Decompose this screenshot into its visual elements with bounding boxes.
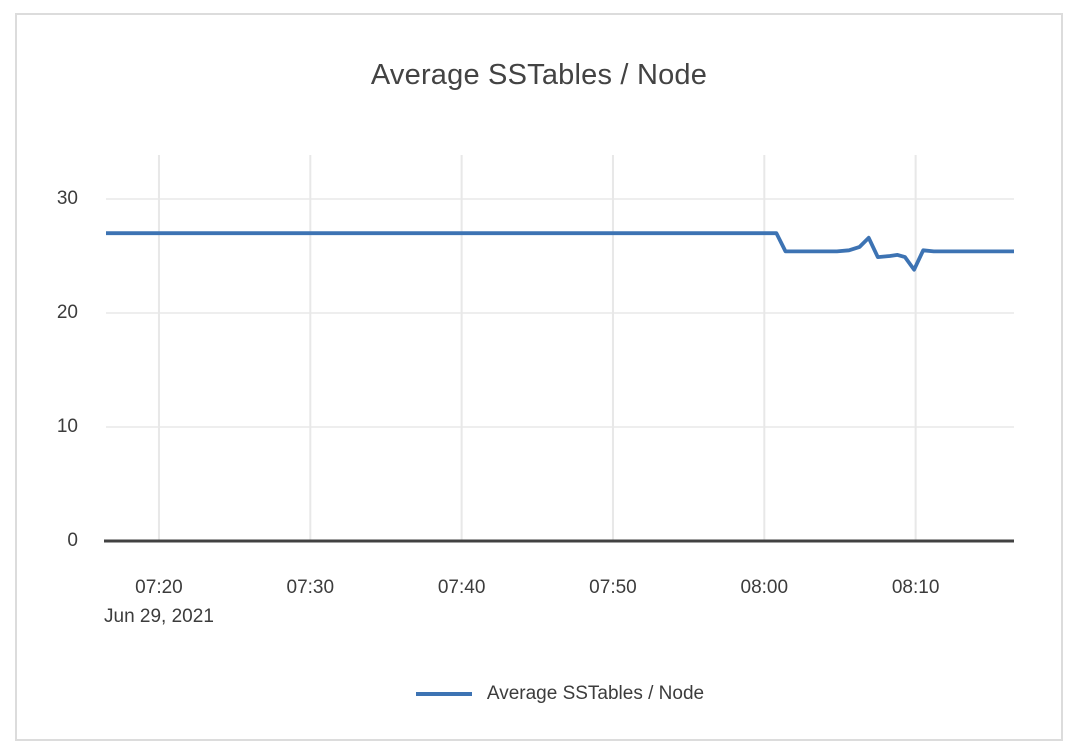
x-axis-tick-label: 08:10 bbox=[891, 577, 940, 598]
y-axis-tick-label: 20 bbox=[56, 302, 78, 323]
y-axis-tick-label: 30 bbox=[56, 188, 78, 209]
y-axis-tick-label: 10 bbox=[56, 416, 78, 437]
chart-title: Average SSTables / Node bbox=[370, 59, 708, 91]
x-axis-tick-label: 07:50 bbox=[589, 577, 637, 598]
x-axis-tick-label: 07:40 bbox=[437, 577, 486, 598]
legend-line-swatch bbox=[415, 692, 472, 696]
x-axis-tick-label: 08:00 bbox=[740, 577, 789, 598]
x-axis-tick-label: 07:20 bbox=[135, 577, 183, 598]
legend-label: Average SSTables / Node bbox=[486, 683, 705, 704]
legend: Average SSTables / Node bbox=[106, 679, 1014, 709]
series-line-average-sstables[interactable] bbox=[106, 231, 1014, 272]
x-axis-tick-label: 07:30 bbox=[286, 577, 335, 598]
x-axis-date-label: Jun 29, 2021 bbox=[104, 606, 214, 627]
y-axis-tick-label: 0 bbox=[67, 530, 78, 551]
line-chart-plot[interactable] bbox=[17, 15, 1061, 739]
chart-card: Average SSTables / Node 07:20 07:30 07:40 0… bbox=[15, 13, 1063, 741]
